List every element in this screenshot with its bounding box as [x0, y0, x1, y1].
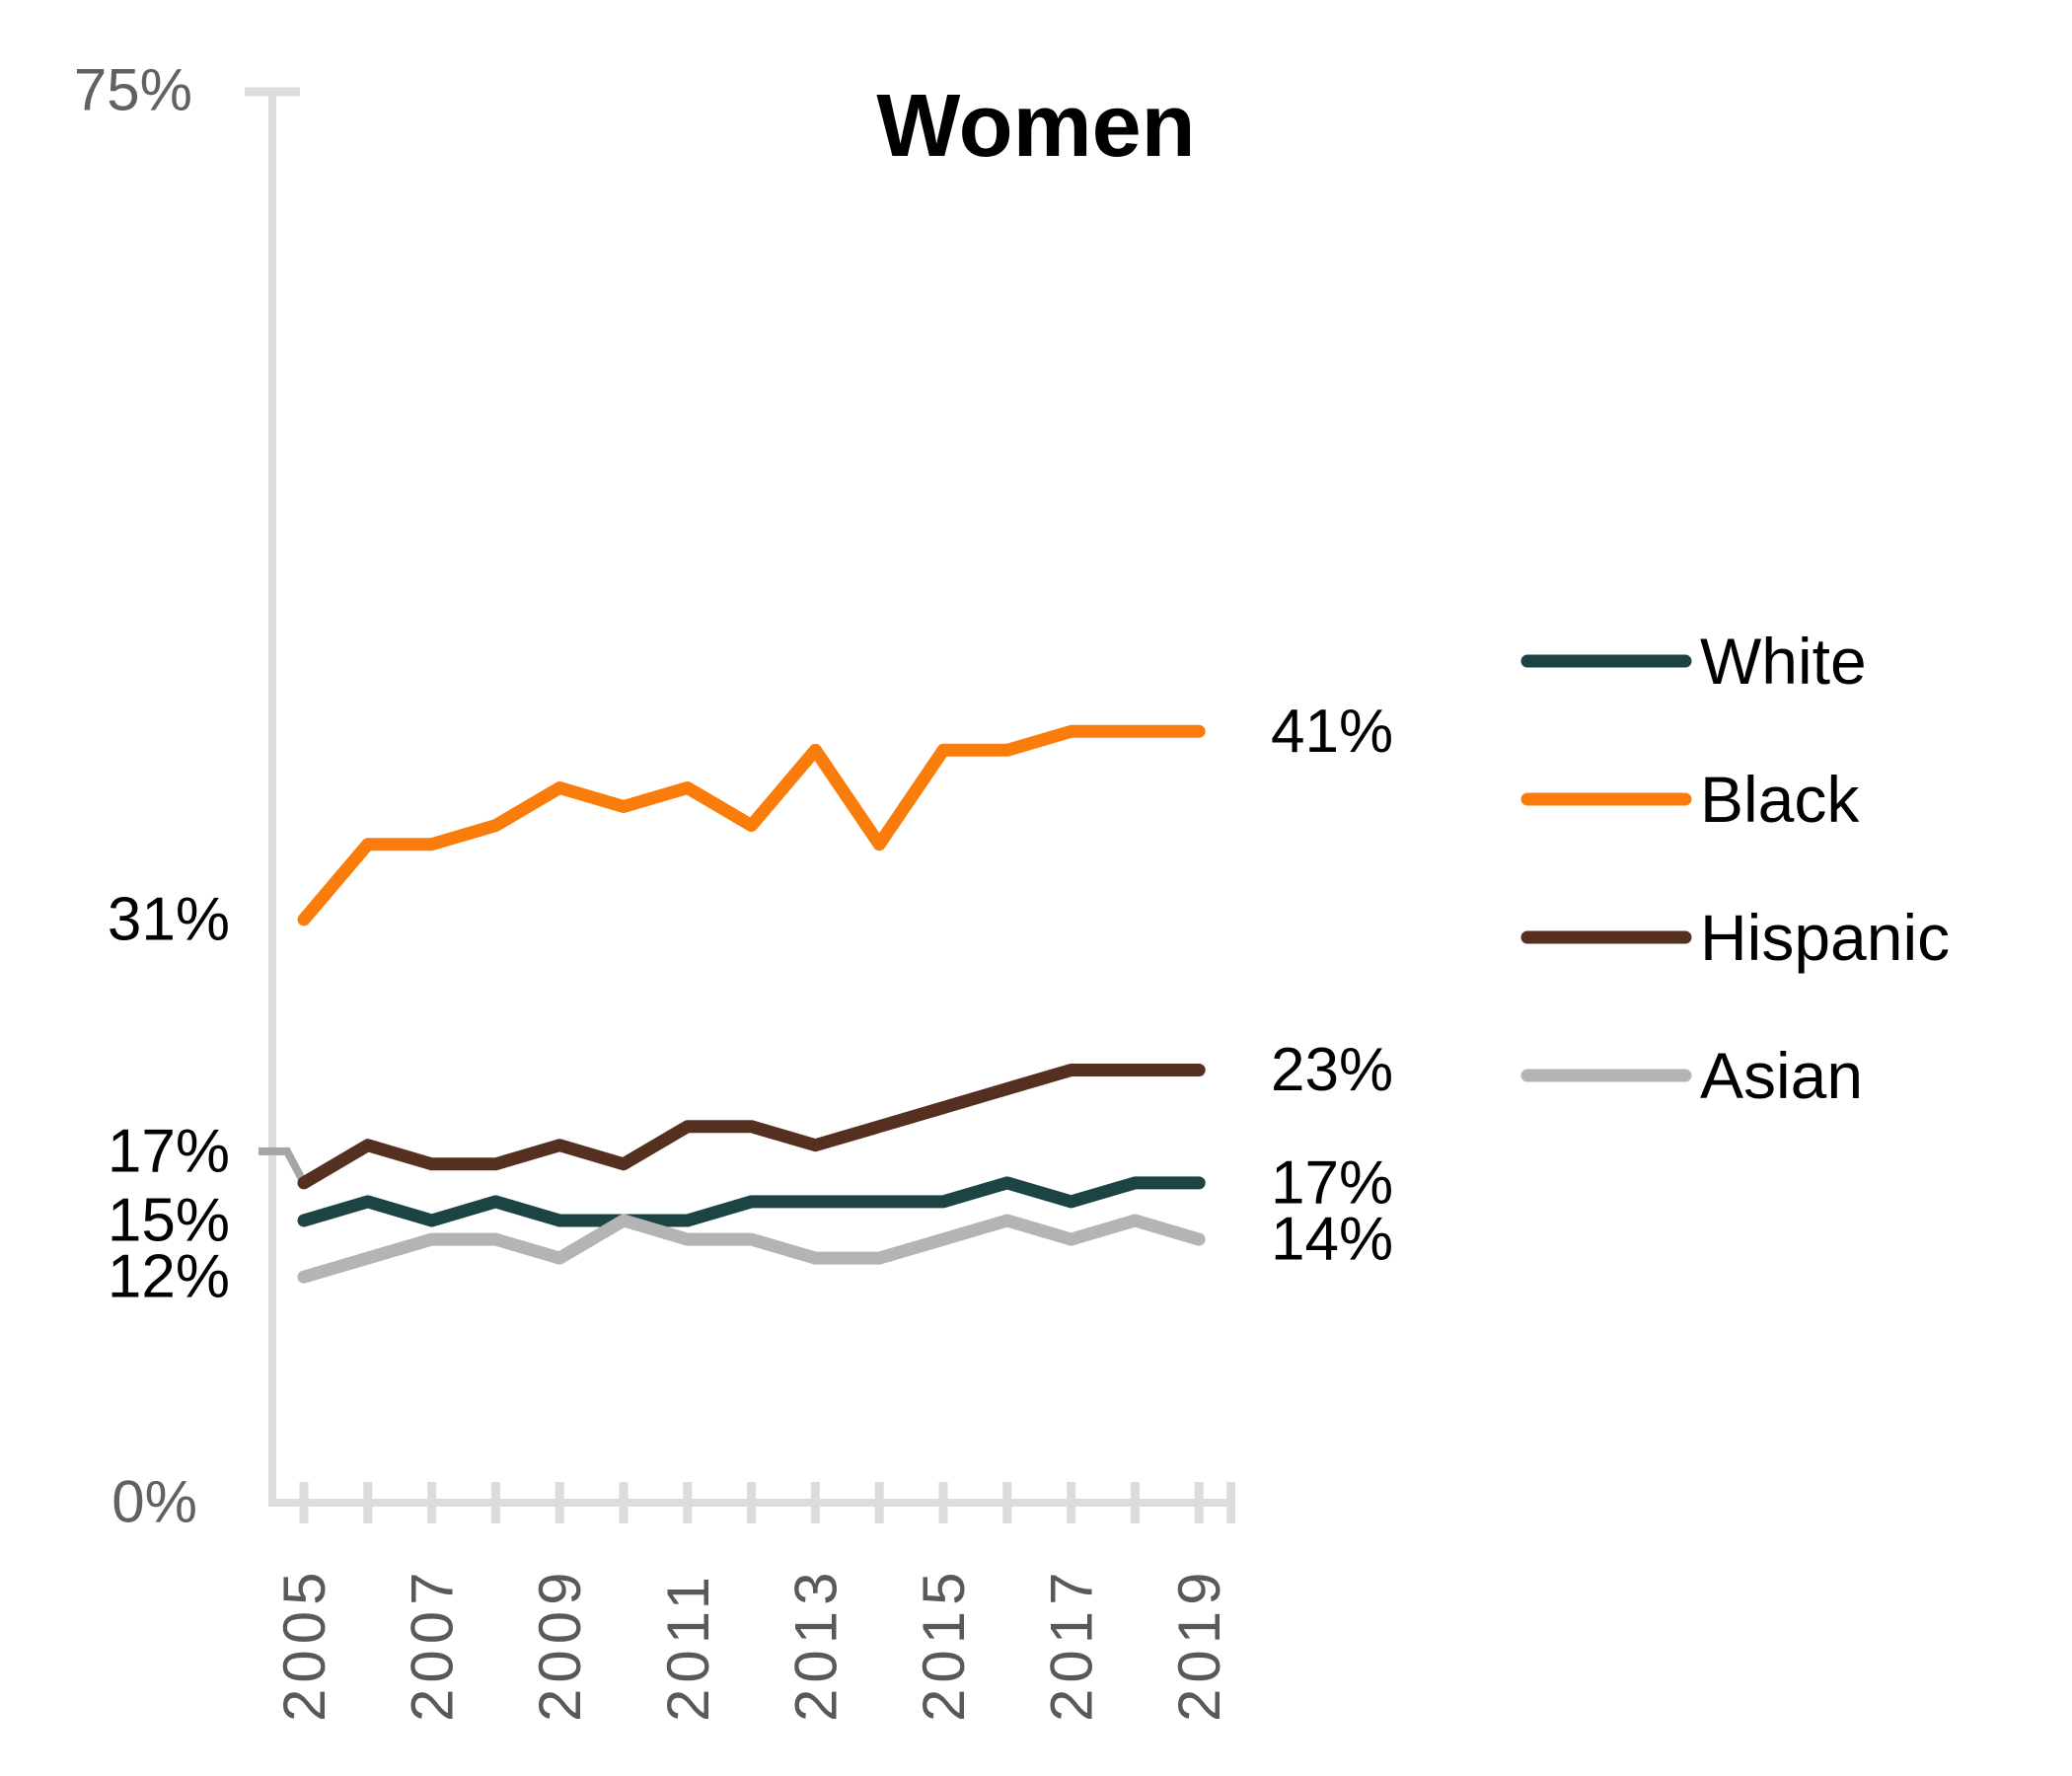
- chart-title: Women: [876, 77, 1195, 176]
- label-leader-lines: [259, 1147, 308, 1185]
- end-label-black: 41%: [1271, 698, 1393, 766]
- series-line-hispanic: [297, 1064, 1206, 1190]
- data-labels: 15%17%31%41%17%23%12%14%: [108, 698, 1393, 1311]
- start-label-asian: 12%: [108, 1243, 230, 1311]
- legend-label-black: Black: [1700, 763, 1860, 836]
- end-label-white: 17%: [1271, 1148, 1393, 1217]
- series-line-black: [297, 724, 1206, 926]
- end-label-asian: 14%: [1271, 1206, 1393, 1274]
- start-label-white: 15%: [108, 1186, 230, 1254]
- x-axis-tick-label: 2011: [655, 1571, 721, 1722]
- series-line-white: [297, 1176, 1206, 1227]
- x-axis-tick-label: 2009: [527, 1567, 593, 1722]
- x-axis-labels: 2005 2007 2009 2011 2013 2015 2017 2019: [271, 1567, 1232, 1722]
- x-axis-tick-label: 2015: [911, 1567, 977, 1722]
- legend-label-white: White: [1700, 625, 1867, 698]
- x-axis-tick-label: 2007: [400, 1567, 466, 1722]
- y-axis-min-label: 0%: [111, 1469, 197, 1535]
- start-label-leader-hispanic: [259, 1147, 308, 1185]
- x-axis-tick-label: 2017: [1039, 1567, 1105, 1722]
- legend-label-asian: Asian: [1700, 1039, 1863, 1112]
- y-axis-max-label: 75%: [74, 57, 192, 123]
- legend-label-hispanic: Hispanic: [1700, 901, 1950, 974]
- legend-item-white: White: [1520, 625, 1867, 698]
- end-label-hispanic: 23%: [1271, 1036, 1393, 1104]
- x-axis-tick-label: 2019: [1166, 1567, 1232, 1722]
- x-axis-tick-label: 2005: [271, 1567, 337, 1722]
- start-label-black: 31%: [108, 885, 230, 953]
- start-label-hispanic: 17%: [108, 1117, 230, 1185]
- series-line-asian: [297, 1214, 1206, 1284]
- legend-item-black: Black: [1520, 763, 1860, 836]
- legend-item-asian: Asian: [1520, 1039, 1863, 1112]
- series-lines: [297, 724, 1206, 1284]
- legend-item-hispanic: Hispanic: [1520, 901, 1950, 974]
- x-axis-tick-label: 2013: [782, 1567, 849, 1722]
- legend: White Black Hispanic Asian: [1520, 625, 1950, 1112]
- axes: [245, 87, 1236, 1523]
